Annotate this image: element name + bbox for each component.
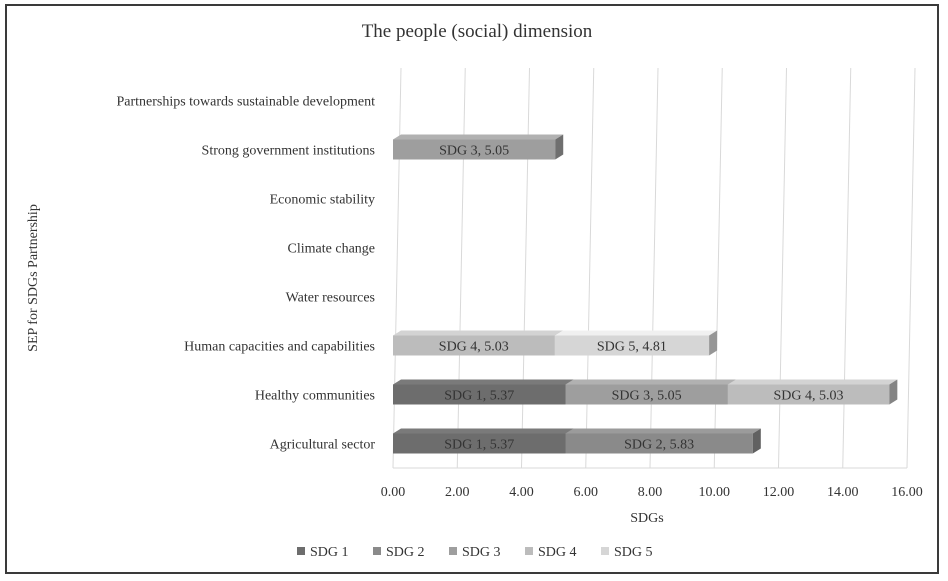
legend: SDG 1 SDG 2 SDG 3 SDG 4 SDG 5 [297,545,653,560]
bar-segment: SDG 3, 5.05 [393,134,564,160]
chart-title: The people (social) dimension [362,21,593,42]
x-tick-label: 12.00 [763,485,795,500]
x-tick-label: 10.00 [699,485,731,500]
data-label: SDG 4, 5.03 [774,389,844,404]
bar-segment: SDG 4, 5.03 [393,330,563,356]
legend-swatch [297,547,305,555]
gridline [842,67,852,469]
legend-swatch [449,547,457,555]
bar-segment: SDG 1, 5.37 [393,428,574,454]
category-label: Strong government institutions [202,144,375,159]
legend-item: SDG 3 [449,545,501,560]
y-axis-label: SEP for SDGs Partnership [26,204,41,352]
x-tick-label: 14.00 [827,485,859,500]
x-tick-label: 2.00 [445,485,470,500]
legend-label: SDG 1 [310,545,349,560]
x-tick-label: 6.00 [574,485,599,500]
category-label: Climate change [288,242,375,257]
gridline [906,67,916,469]
gridlines [392,67,916,469]
x-tick-label: 16.00 [891,485,923,500]
x-tick-label: 4.00 [509,485,534,500]
data-label: SDG 5, 4.81 [597,340,667,355]
chart-frame: The people (social) dimension SEP for SD… [5,4,939,574]
gridline [456,67,466,469]
category-labels: Partnerships towards sustainable develop… [116,95,375,453]
gridline [649,67,659,469]
gridline [778,67,787,469]
bar-segment: SDG 4, 5.03 [727,379,898,405]
gridline [521,67,530,469]
gridline [713,67,723,469]
legend-label: SDG 5 [614,545,653,560]
category-label: Healthy communities [255,389,375,404]
legend-label: SDG 2 [386,545,425,560]
legend-item: SDG 5 [601,545,653,560]
legend-swatch [373,547,381,555]
gridline [585,67,595,469]
category-label: Partnerships towards sustainable develop… [116,95,375,110]
data-label: SDG 4, 5.03 [439,340,509,355]
x-tick-label: 8.00 [638,485,663,500]
legend-swatch [601,547,609,555]
legend-label: SDG 4 [538,545,577,560]
chart-svg: The people (social) dimension SEP for SD… [26,21,923,560]
data-label: SDG 1, 5.37 [444,389,514,404]
bar-segment: SDG 5, 4.81 [554,330,718,356]
x-tick-label: 0.00 [381,485,406,500]
x-axis-label: SDGs [630,511,663,526]
legend-item: SDG 1 [297,545,349,560]
gridline [392,67,402,469]
bar-segment: SDG 2, 5.83 [565,428,761,454]
category-label: Economic stability [270,193,375,208]
data-label: SDG 3, 5.05 [439,144,509,159]
data-label: SDG 1, 5.37 [444,438,514,453]
category-label: Water resources [286,291,375,306]
legend-swatch [525,547,533,555]
category-label: Agricultural sector [270,438,376,453]
bars: SDG 3, 5.05 SDG 4, 5.03 SDG 5, 4.81 SDG 1, … [393,134,898,454]
category-label: Human capacities and capabilities [184,340,375,355]
bar-segment: SDG 3, 5.05 [565,379,736,405]
legend-item: SDG 4 [525,545,577,560]
data-label: SDG 2, 5.83 [624,438,694,453]
x-tick-labels: 0.00 2.00 4.00 6.00 8.00 10.00 12.00 14.00 16.00 [381,485,923,500]
data-label: SDG 3, 5.05 [612,389,682,404]
bar-segment: SDG 1, 5.37 [393,379,574,405]
legend-item: SDG 2 [373,545,425,560]
legend-label: SDG 3 [462,545,501,560]
